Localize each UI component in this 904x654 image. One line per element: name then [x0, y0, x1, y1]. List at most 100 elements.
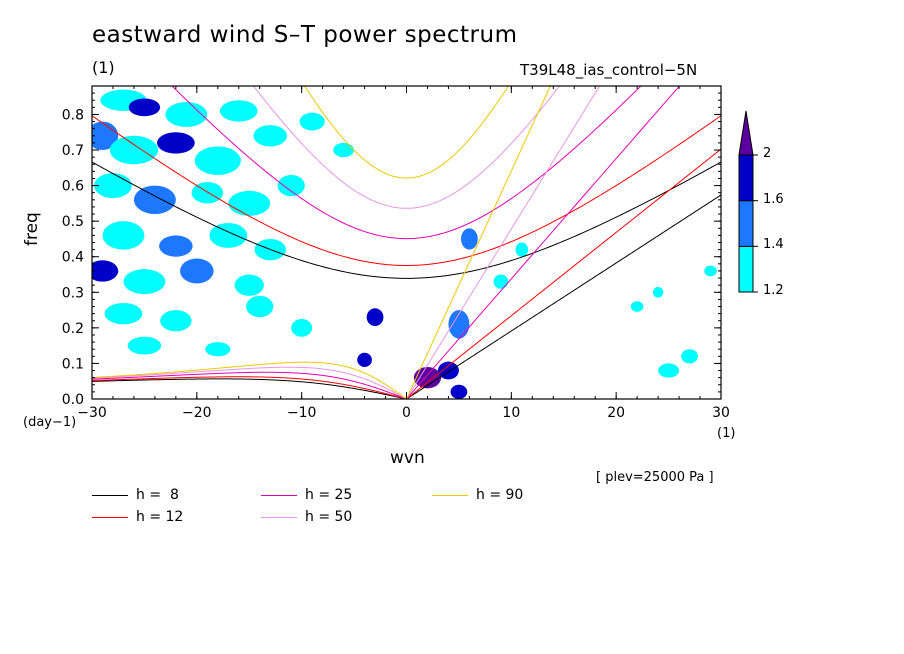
y-tick-label: 0.7: [62, 143, 84, 159]
contour-region: [133, 185, 176, 215]
kelvin-curve: [406, 148, 721, 399]
x-tick-label: 0: [402, 405, 411, 421]
x-tick-label: 20: [607, 405, 625, 421]
y-tick-label: 0.1: [62, 356, 84, 372]
contour-region: [92, 260, 119, 282]
y-tick-label: 0.5: [62, 214, 84, 230]
legend-entry: h = 90: [432, 486, 523, 504]
contour-region: [209, 222, 248, 248]
contour-layer: [92, 89, 717, 399]
contour-region: [219, 100, 258, 122]
contour-region: [160, 310, 192, 332]
contour-region: [128, 98, 161, 117]
legend-label: h = 50: [305, 509, 353, 525]
contour-region: [194, 146, 241, 175]
contour-region: [205, 342, 231, 357]
legend-swatch: [261, 494, 297, 496]
x-axis-label: wvn: [390, 448, 425, 468]
kelvin-curve: [406, 194, 721, 399]
x-axis-unit: (1): [717, 426, 736, 441]
contour-region: [156, 132, 195, 154]
colorbar-tick-label: 2: [763, 146, 772, 161]
y-tick-label: 0.8: [62, 107, 84, 123]
y-tick-label: 0.4: [62, 250, 84, 266]
kelvin-curve: [406, 86, 681, 399]
legend-entry: h = 25: [261, 486, 352, 504]
x-tick-label: 10: [502, 405, 520, 421]
pressure-level-note: [ plev=25000 Pa ]: [596, 470, 714, 485]
contour-region: [681, 349, 698, 364]
legend-label: h = 25: [305, 487, 353, 503]
contour-region: [277, 174, 305, 197]
run-name: T39L48_ias_control−5N: [520, 61, 698, 79]
contour-region: [234, 274, 264, 296]
contour-region: [450, 384, 468, 399]
rossby-curve: [92, 376, 407, 399]
contour-region: [515, 242, 529, 257]
rossby-curve: [92, 378, 407, 399]
x-tick-label: −10: [287, 405, 317, 421]
contour-region: [165, 102, 208, 127]
legend-entry: h = 12: [92, 508, 183, 526]
contour-region: [159, 235, 193, 257]
x-tick-label: −20: [182, 405, 212, 421]
contour-region: [658, 363, 680, 378]
inertia-gravity-curve: [92, 115, 721, 266]
contour-region: [630, 301, 644, 312]
x-tick-label: 30: [712, 405, 730, 421]
legend-label: h = 90: [476, 487, 524, 503]
chart-title: eastward wind S–T power spectrum: [92, 22, 518, 48]
colorbar-extend-arrow: [738, 110, 754, 156]
contour-region: [246, 295, 274, 318]
inertia-gravity-curve: [92, 161, 721, 279]
dispersion-curves: [92, 86, 721, 399]
colorbar-tick-label: 1.4: [763, 237, 784, 253]
contour-region: [94, 173, 132, 199]
y-tick-label: 0.0: [62, 392, 84, 408]
contour-region: [291, 318, 313, 337]
contour-region: [652, 286, 664, 298]
legend-swatch: [432, 494, 468, 496]
colorbar-band: [738, 245, 754, 293]
legend-entry: h = 50: [261, 508, 352, 526]
contour-region: [299, 112, 325, 131]
legend-swatch: [92, 516, 128, 518]
colorbar-band: [738, 154, 754, 202]
contour-region: [127, 336, 162, 355]
contour-region: [104, 302, 143, 325]
inertia-gravity-curve: [252, 86, 561, 209]
legend-swatch: [92, 494, 128, 496]
kelvin-curve: [406, 86, 601, 399]
colorbar-tick-label: 1.2: [763, 283, 784, 298]
contour-region: [448, 310, 470, 339]
y-tick-label: 0.3: [62, 285, 84, 301]
y-axis-unit: (day−1): [23, 415, 77, 430]
contour-region: [461, 228, 478, 250]
contour-region: [102, 221, 145, 250]
y-tick-label: 0.6: [62, 179, 84, 195]
legend-swatch: [261, 516, 297, 518]
contour-region: [493, 274, 509, 289]
rossby-curve: [92, 366, 407, 399]
inertia-gravity-curve: [304, 86, 509, 179]
x-tick-label: −30: [77, 405, 107, 421]
legend-entry: h = 8: [92, 486, 179, 504]
contour-region: [366, 308, 384, 327]
contour-region: [333, 142, 355, 158]
colorbar-tick-label: 1.6: [763, 191, 784, 207]
contour-region: [253, 125, 287, 147]
colorbar-band: [738, 200, 754, 247]
run-tag: (1): [92, 58, 115, 77]
contour-region: [704, 265, 717, 277]
contour-region: [109, 135, 159, 165]
y-axis-label: freq: [22, 212, 42, 246]
legend-label: h = 8: [136, 487, 179, 503]
rossby-curve: [92, 371, 407, 399]
rossby-curve: [92, 361, 407, 399]
inertia-gravity-curve: [171, 86, 642, 240]
kelvin-curve: [406, 86, 551, 399]
y-tick-label: 0.2: [62, 321, 84, 337]
contour-region: [123, 269, 166, 295]
contour-region: [180, 258, 214, 284]
